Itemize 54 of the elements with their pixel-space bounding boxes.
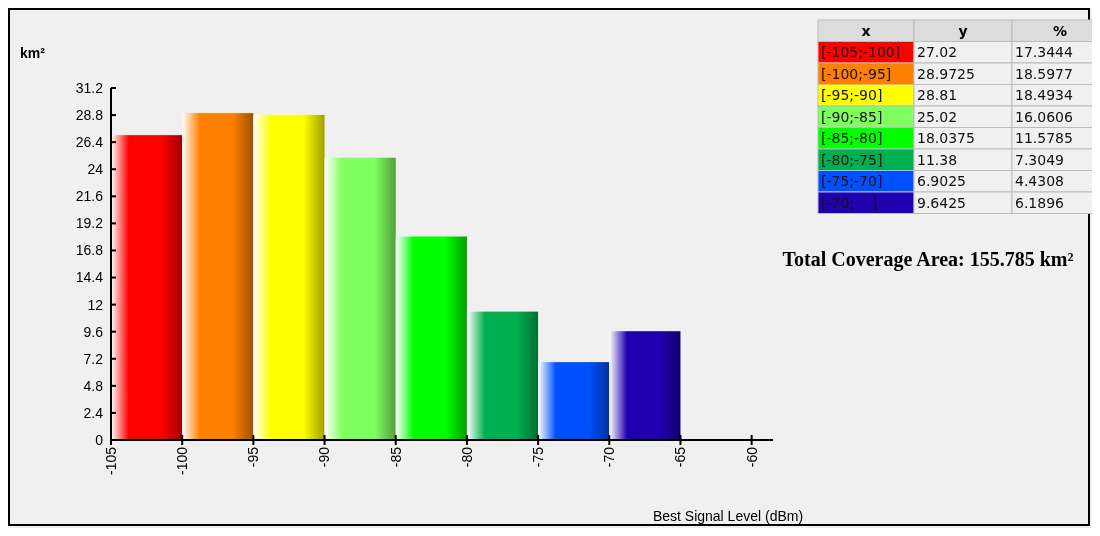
data-label: 28.81 [917,87,958,104]
y-tick-label: 0 [95,431,104,448]
text: x [861,22,871,39]
y-tick-label: 24 [87,161,104,178]
category-label: [-70; ] [821,194,878,211]
y-tick-label: 12 [87,296,104,313]
category-label: [-90;-85] [821,108,883,125]
data-label: 11.5785 [1015,130,1073,147]
series-label: % [1052,22,1068,39]
x-tick-label: -60 [743,446,760,468]
x-tick-label: -70 [601,446,618,468]
text: Total Coverage Area: 155.785 km² [782,248,1074,271]
x-tick-label: -65 [672,446,689,468]
series-label: y [958,22,968,39]
y-axis-title: km² [20,45,46,61]
data-label: 27.02 [917,44,958,61]
data-label: 9.6425 [917,194,966,211]
category-label: [-85;-80] [821,130,883,147]
data-label: 16.0606 [1015,108,1073,125]
x-tick-label: -100 [174,446,191,476]
y-tick-label: 26.4 [75,134,104,151]
y-tick-label: 4.8 [83,377,104,394]
y-tick-label: 2.4 [83,404,104,421]
y-tick-label: 19.2 [75,215,104,232]
data-label: 25.02 [917,108,958,125]
data-label: 11.38 [917,151,958,168]
x-tick-label: -90 [316,446,333,468]
data-label: 7.3049 [1015,151,1064,168]
data-label: 17.3444 [1015,44,1073,61]
y-tick-label: 14.4 [75,269,104,286]
category-label: [-95;-90] [821,87,883,104]
y-tick-label: 9.6 [83,323,104,340]
data-label: 18.4934 [1015,87,1073,104]
category-label: [-80;-75] [821,151,883,168]
y-tick-label: 7.2 [83,350,104,367]
x-tick-label: -80 [458,446,475,468]
y-tick-label: 21.6 [75,188,104,205]
data-label: 28.9725 [917,65,975,82]
x-tick-label: -85 [387,446,404,468]
category-label: [-100;-95] [821,65,892,82]
x-tick-label: -95 [245,446,262,468]
data-label: 18.0375 [917,130,975,147]
y-tick-label: 31.2 [75,79,104,96]
data-label: 6.9025 [917,173,966,190]
x-tick-label: -105 [102,446,119,476]
x-axis-title: Best Signal Level (dBm) [652,508,804,524]
y-tick-label: 28.8 [75,106,104,123]
data-label: 18.5977 [1015,65,1073,82]
data-label: 6.1896 [1015,194,1065,211]
y-tick-label: 16.8 [75,242,104,259]
data-label: 4.4308 [1015,173,1064,190]
x-tick-label: -75 [530,446,546,468]
category-label: [-105;-100] [821,44,901,61]
category-label: [-75;-70] [821,173,883,190]
